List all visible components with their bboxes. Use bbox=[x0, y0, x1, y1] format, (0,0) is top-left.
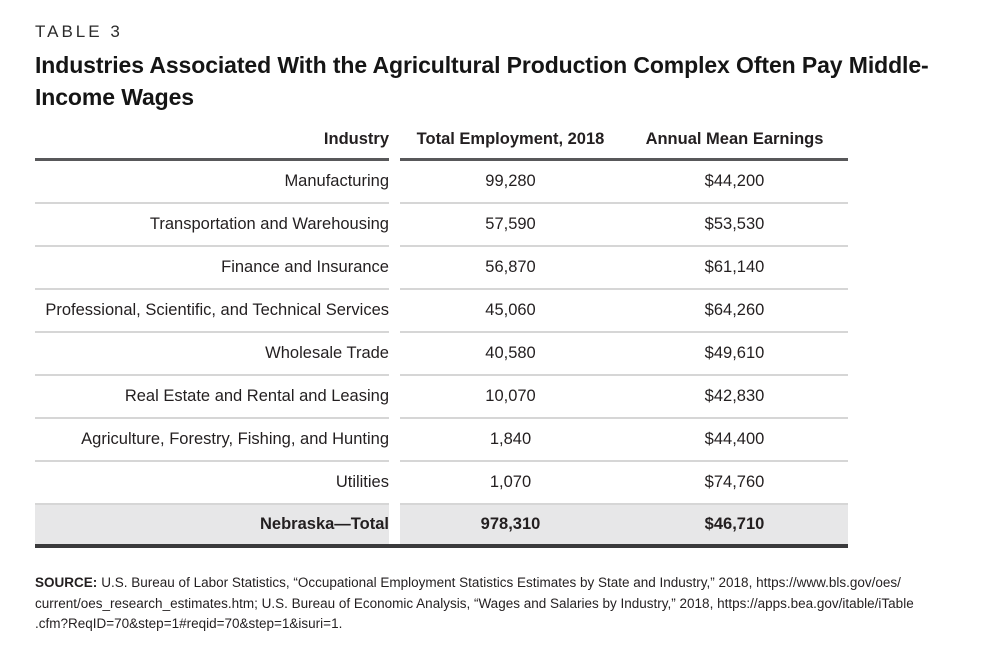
column-header-industry: Industry bbox=[35, 130, 389, 161]
total-earnings-cell: $46,710 bbox=[704, 515, 765, 533]
employment-cell: 99,280 bbox=[485, 172, 536, 190]
table-row: Real Estate and Rental and Leasing 10,07… bbox=[35, 376, 848, 419]
table-label: TABLE 3 bbox=[35, 22, 123, 41]
industry-cell: Utilities bbox=[35, 462, 389, 505]
table-header-row: Industry Total Employment, 2018 Annual M… bbox=[35, 130, 848, 161]
employment-cell: 1,070 bbox=[489, 473, 532, 491]
earnings-cell: $64,260 bbox=[704, 301, 765, 319]
earnings-cell: $44,200 bbox=[704, 172, 765, 190]
column-gap bbox=[389, 505, 400, 544]
earnings-cell: $74,760 bbox=[704, 473, 765, 491]
table-row: Transportation and Warehousing 57,590 $5… bbox=[35, 204, 848, 247]
table-row: Wholesale Trade 40,580 $49,610 bbox=[35, 333, 848, 376]
employment-cell: 10,070 bbox=[485, 387, 536, 405]
earnings-cell: $53,530 bbox=[704, 215, 765, 233]
table-row: Utilities 1,070 $74,760 bbox=[35, 462, 848, 505]
industry-cell: Wholesale Trade bbox=[35, 333, 389, 376]
column-gap bbox=[389, 290, 400, 333]
column-gap bbox=[389, 130, 400, 161]
column-header-earnings: Annual Mean Earnings bbox=[645, 130, 824, 148]
employment-cell: 57,590 bbox=[485, 215, 536, 233]
table-row: Professional, Scientific, and Technical … bbox=[35, 290, 848, 333]
page-title: Industries Associated With the Agricultu… bbox=[35, 52, 929, 110]
source-line: SOURCE: U.S. Bureau of Labor Statistics, … bbox=[35, 573, 940, 594]
column-gap bbox=[389, 333, 400, 376]
employment-cell: 40,580 bbox=[485, 344, 536, 362]
source-line: current/oes_research_estimates.htm; U.S.… bbox=[35, 595, 914, 611]
earnings-cell: $61,140 bbox=[704, 258, 765, 276]
source-text: U.S. Bureau of Labor Statistics, “Occupa… bbox=[101, 575, 901, 590]
column-header-employment: Total Employment, 2018 bbox=[416, 130, 605, 148]
source-note: SOURCE: U.S. Bureau of Labor Statistics, … bbox=[35, 573, 940, 635]
data-table: Industry Total Employment, 2018 Annual M… bbox=[35, 130, 848, 548]
report-page: TABLE 3 Industries Associated With the A… bbox=[35, 22, 940, 635]
header-numeric-group: Total Employment, 2018 Annual Mean Earni… bbox=[400, 130, 848, 161]
column-gap bbox=[389, 161, 400, 204]
table-row: Finance and Insurance 56,870 $61,140 bbox=[35, 247, 848, 290]
table-row: Agriculture, Forestry, Fishing, and Hunt… bbox=[35, 419, 848, 462]
earnings-cell: $42,830 bbox=[704, 387, 765, 405]
source-line: .cfm?ReqID=70&step=1#reqid=70&step=1&isu… bbox=[35, 616, 343, 631]
total-row: Nebraska—Total 978,310 $46,710 bbox=[35, 505, 848, 548]
industry-cell: Professional, Scientific, and Technical … bbox=[35, 290, 389, 333]
employment-cell: 56,870 bbox=[485, 258, 536, 276]
employment-cell: 45,060 bbox=[485, 301, 536, 319]
total-employment-cell: 978,310 bbox=[480, 515, 541, 533]
table-row: Manufacturing 99,280 $44,200 bbox=[35, 161, 848, 204]
earnings-cell: $44,400 bbox=[704, 430, 765, 448]
industry-cell: Transportation and Warehousing bbox=[35, 204, 389, 247]
column-gap bbox=[389, 376, 400, 419]
column-gap bbox=[389, 419, 400, 462]
industry-cell: Manufacturing bbox=[35, 161, 389, 204]
earnings-cell: $49,610 bbox=[704, 344, 765, 362]
source-label: SOURCE: bbox=[35, 575, 98, 590]
column-gap bbox=[389, 462, 400, 505]
industry-cell: Finance and Insurance bbox=[35, 247, 389, 290]
employment-cell: 1,840 bbox=[489, 430, 532, 448]
column-gap bbox=[389, 204, 400, 247]
industry-cell: Real Estate and Rental and Leasing bbox=[35, 376, 389, 419]
column-gap bbox=[389, 247, 400, 290]
industry-cell: Agriculture, Forestry, Fishing, and Hunt… bbox=[35, 419, 389, 462]
total-label-cell: Nebraska—Total bbox=[35, 505, 389, 544]
